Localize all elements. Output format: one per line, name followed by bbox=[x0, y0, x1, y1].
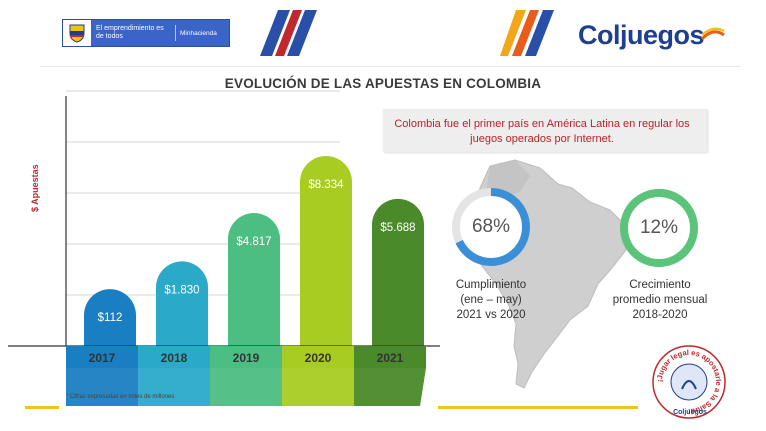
bar-value-label: $5.688 bbox=[380, 222, 415, 234]
x-tick-label: 2018 bbox=[161, 351, 188, 365]
caption-line: 2021 vs 2020 bbox=[456, 309, 526, 321]
compliance-value: 68% bbox=[471, 216, 511, 237]
brand-name: Coljuegos bbox=[578, 20, 705, 50]
bar-value-label: $8.334 bbox=[308, 179, 344, 191]
x-tick-label: 2021 bbox=[377, 351, 404, 365]
bar-2019 bbox=[228, 212, 280, 346]
x-tick-label: 2020 bbox=[305, 351, 332, 365]
caption-line: Crecimiento bbox=[629, 279, 691, 291]
decorative-stripes bbox=[260, 10, 317, 56]
compliance-donut bbox=[452, 188, 530, 266]
callout-text: Colombia fue el primer país en América L… bbox=[394, 118, 690, 145]
government-badge: El emprendimiento es de todos Minhaciend… bbox=[62, 19, 230, 47]
bar-value-label: $4.817 bbox=[236, 236, 271, 248]
year-segment-lower bbox=[210, 368, 282, 406]
compliance-caption: Cumplimiento (ene – may) 2021 vs 2020 bbox=[436, 278, 546, 323]
bar-2017 bbox=[84, 289, 136, 346]
caption-line: promedio mensual bbox=[612, 294, 708, 306]
callout-box bbox=[383, 109, 707, 152]
government-slogan: El emprendimiento es de todos bbox=[96, 25, 164, 40]
bar-value-label: $1.830 bbox=[164, 284, 199, 296]
legal-play-seal: ¡Jugar legal es apostarle a la Salud! bbox=[652, 345, 726, 419]
accent-rule bbox=[25, 406, 59, 409]
brand-logo-icon bbox=[700, 27, 725, 41]
decorative-stripes-orange bbox=[500, 10, 554, 56]
caption-line: 2018-2020 bbox=[632, 309, 688, 321]
growth-caption: Crecimiento promedio mensual 2018-2020 bbox=[610, 278, 710, 323]
title-rule bbox=[40, 66, 740, 67]
y-axis-label: $ Apuestas bbox=[30, 164, 40, 212]
seal-label: Coljuegos bbox=[673, 409, 707, 416]
compliance-arc bbox=[452, 188, 530, 266]
year-segment-lower bbox=[354, 368, 426, 406]
page-title: EVOLUCIÓN DE LAS APUESTAS EN COLOMBIA bbox=[224, 76, 542, 91]
growth-arc bbox=[620, 189, 698, 267]
caption-line: Cumplimiento bbox=[455, 279, 527, 291]
x-tick-label: 2019 bbox=[233, 351, 260, 365]
year-segment-lower bbox=[138, 368, 210, 406]
chart-bars: $112 $1.830 $4.817 $8.334 $5.688 bbox=[84, 156, 424, 346]
badge-divider bbox=[175, 25, 176, 41]
year-segment bbox=[66, 346, 138, 368]
x-tick-label: 2017 bbox=[89, 351, 116, 365]
footnote-text: Cifras expresadas en miles de millones bbox=[70, 394, 175, 400]
coat-of-arms-icon bbox=[63, 20, 91, 46]
year-band: 2017 2018 2019 2020 2021 bbox=[66, 346, 426, 406]
growth-value: 12% bbox=[639, 217, 679, 238]
caption-line: (ene – may) bbox=[460, 294, 522, 306]
bar-2018 bbox=[156, 261, 208, 346]
year-segment-lower bbox=[282, 368, 354, 406]
accent-rule bbox=[438, 406, 638, 409]
chart-gridlines bbox=[66, 90, 340, 296]
ministry-name: Minhacienda bbox=[180, 29, 217, 37]
year-segment-lower bbox=[66, 368, 138, 406]
chart-footnote: * Cifras expresadas en miles de millones bbox=[66, 394, 175, 400]
year-segment bbox=[282, 346, 354, 368]
bar-value-label: $112 bbox=[98, 312, 123, 324]
year-segment bbox=[210, 346, 282, 368]
year-segment bbox=[138, 346, 210, 368]
bar-2021 bbox=[372, 198, 424, 346]
bar-2020 bbox=[300, 156, 352, 346]
year-segment bbox=[354, 346, 426, 368]
growth-donut bbox=[620, 189, 698, 267]
